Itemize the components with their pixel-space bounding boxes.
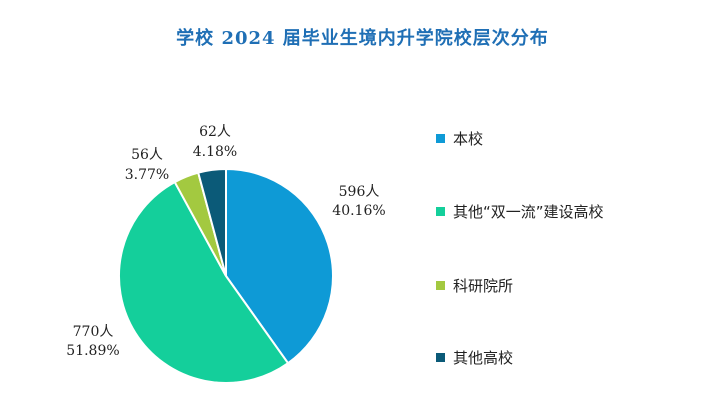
- percent-label-benxiao: 40.16%: [332, 203, 385, 219]
- legend-swatch: [436, 353, 445, 362]
- count-label-keyan: 56人: [131, 147, 163, 163]
- legend-label: 科研院所: [453, 277, 514, 295]
- chart-title: 学校 2024 届毕业生境内升学院校层次分布: [176, 28, 549, 49]
- legend-label: 本校: [453, 130, 484, 148]
- percent-label-keyan: 3.77%: [125, 167, 169, 183]
- legend-item-qita: 其他高校: [436, 347, 513, 368]
- legend-item-shuangyiliu: 其他“双一流”建设高校: [436, 201, 604, 222]
- slice-qita: [197, 167, 227, 277]
- count-label-shuangyiliu: 770人: [73, 324, 114, 340]
- slice-shuangyiliu: [118, 180, 290, 384]
- legend-item-keyan: 科研院所: [436, 275, 513, 296]
- percent-label-shuangyiliu: 51.89%: [66, 343, 119, 359]
- legend-swatch: [436, 207, 445, 216]
- data-labels: 596人 40.16% 770人 51.89% 56人 3.77% 62人 4.18%: [66, 124, 385, 359]
- legend-label: 其他“双一流”建设高校: [453, 203, 604, 221]
- count-label-benxiao: 596人: [339, 184, 380, 200]
- pie-slices: [118, 167, 334, 384]
- percent-label-qita: 4.18%: [193, 144, 237, 160]
- legend-item-benxiao: 本校: [436, 128, 483, 149]
- slice-benxiao: [225, 167, 334, 365]
- count-label-qita: 62人: [199, 124, 231, 140]
- legend-label: 其他高校: [453, 349, 514, 367]
- legend-swatch: [436, 281, 445, 290]
- legend-swatch: [436, 134, 445, 143]
